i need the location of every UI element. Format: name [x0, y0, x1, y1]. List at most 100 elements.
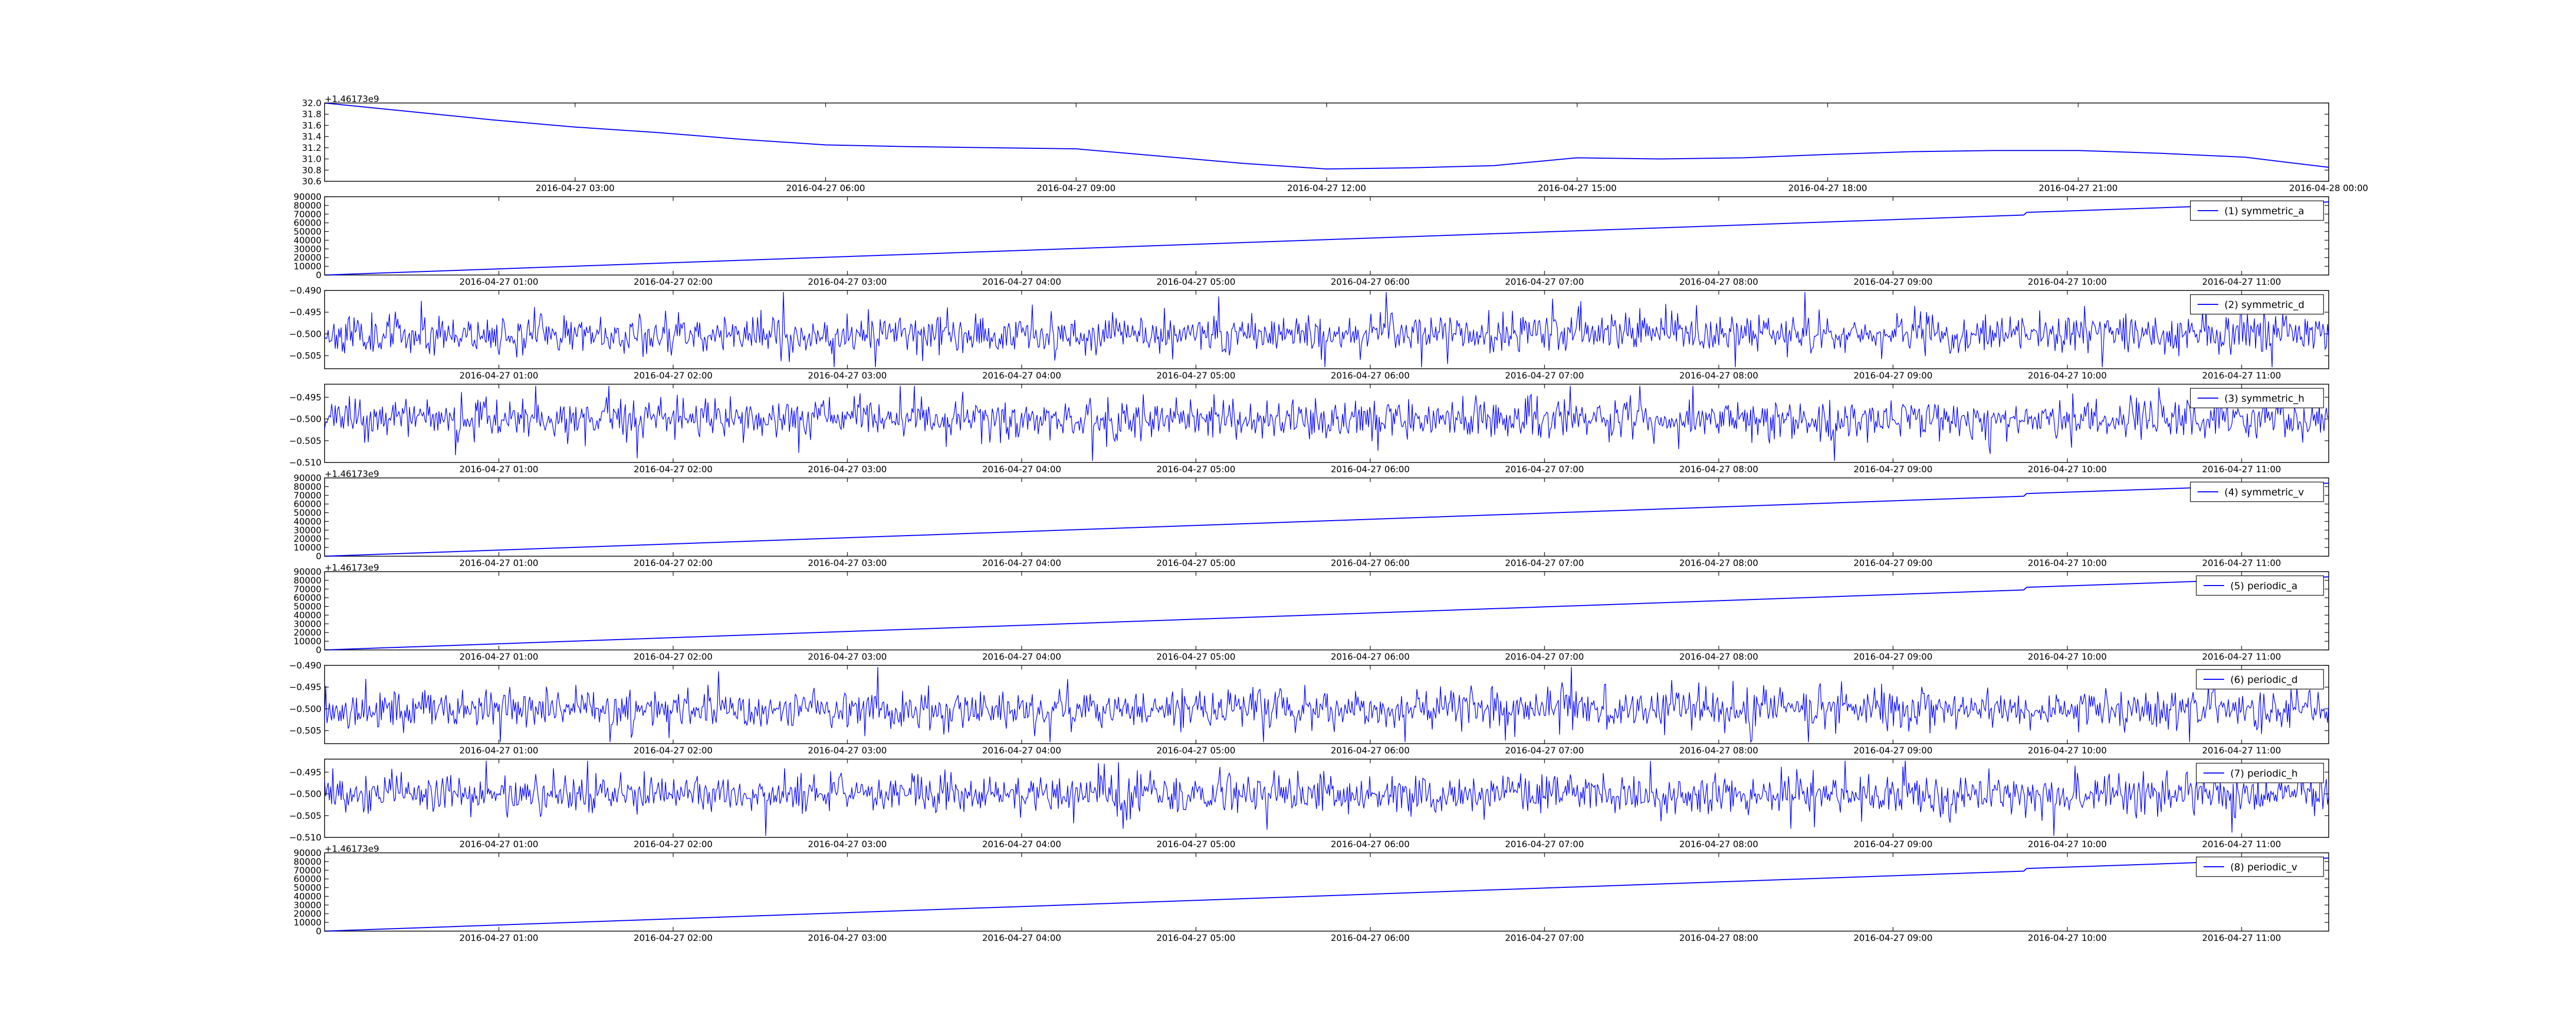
y-tick-label: 30000: [294, 525, 321, 536]
x-tick-label: 2016-04-27 11:00: [2202, 933, 2281, 943]
y-tick-label: 0: [316, 270, 321, 281]
y-tick-label: −0.505: [289, 811, 321, 821]
x-tick-label: 2016-04-27 06:00: [786, 183, 865, 194]
y-tick-label: 20000: [294, 253, 321, 263]
x-tick-label: 2016-04-27 09:00: [1854, 277, 1933, 287]
y-tick-label: 31.0: [302, 154, 321, 165]
x-tick-label: 2016-04-27 08:00: [1679, 277, 1758, 287]
y-tick-label: 40000: [294, 235, 321, 246]
x-tick-label: 2016-04-27 01:00: [460, 933, 538, 943]
panel-8: −0.510 −0.505 −0.500 −0.495 2016-04-27 01:00…: [289, 759, 2329, 850]
y-tick-label: 32.0: [302, 98, 321, 109]
series-line: [324, 760, 2329, 836]
x-tick-label: 2016-04-27 06:00: [1331, 465, 1410, 475]
x-tick-label: 2016-04-27 08:00: [1679, 371, 1758, 381]
y-tick-label: 31.4: [302, 132, 321, 142]
x-tick-label: 2016-04-27 08:00: [1679, 652, 1758, 662]
x-tick-label: 2016-04-27 03:00: [808, 371, 887, 381]
x-tick-label: 2016-04-27 06:00: [1331, 933, 1410, 943]
x-tick-label: 2016-04-27 03:00: [808, 558, 887, 569]
x-tick-label: 2016-04-27 11:00: [2202, 746, 2281, 756]
x-tick-label: 2016-04-27 02:00: [634, 371, 713, 381]
x-tick-label: 2016-04-27 12:00: [1287, 183, 1366, 194]
x-tick-label: 2016-04-27 04:00: [982, 558, 1061, 569]
legend-box: [2196, 669, 2324, 690]
x-tick-label: 2016-04-27 02:00: [634, 652, 713, 662]
y-tick-label: 20000: [294, 534, 321, 544]
y-tick-label: 30000: [294, 900, 321, 911]
x-tick-label: 2016-04-27 09:00: [1854, 465, 1933, 475]
x-tick-label: 2016-04-27 06:00: [1331, 839, 1410, 850]
y-tick-label: 50000: [294, 883, 321, 894]
series-line: [324, 576, 2329, 650]
x-tick-label: 2016-04-27 11:00: [2202, 277, 2281, 287]
x-tick-label: 2016-04-27 10:00: [2028, 371, 2107, 381]
y-tick-label: 20000: [294, 628, 321, 638]
series-line: [324, 666, 2329, 744]
y-tick-label: 40000: [294, 891, 321, 902]
plot-area: [324, 196, 2329, 276]
x-tick-label: 2016-04-27 10:00: [2028, 652, 2107, 662]
x-tick-label: 2016-04-27 11:00: [2202, 839, 2281, 850]
y-tick-label: −0.490: [289, 661, 321, 671]
x-tick-label: 2016-04-28 00:00: [2289, 183, 2368, 194]
legend-label: (5) periodic_a: [2230, 580, 2297, 592]
plot-area: [324, 102, 2329, 182]
legend-label: (3) symmetric_h: [2225, 393, 2304, 404]
plot-area: [324, 384, 2329, 463]
y-tick-label: −0.510: [289, 833, 321, 843]
x-tick-label: 2016-04-27 08:00: [1679, 746, 1758, 756]
x-tick-label: 2016-04-27 06:00: [1331, 558, 1410, 569]
y-tick-label: −0.500: [289, 415, 321, 425]
y-tick-label: 60000: [294, 500, 321, 510]
plot-area: [324, 852, 2329, 932]
x-tick-label: 2016-04-27 08:00: [1679, 933, 1758, 943]
y-tick-label: −0.505: [289, 726, 321, 736]
y-tick-label: 70000: [294, 491, 321, 501]
x-tick-label: 2016-04-27 01:00: [460, 746, 538, 756]
x-tick-label: 2016-04-27 04:00: [982, 839, 1061, 850]
panel-5: 0100002000030000400005000060000700008000…: [294, 469, 2329, 569]
x-tick-label: 2016-04-27 10:00: [2028, 839, 2107, 850]
x-tick-label: 2016-04-27 09:00: [1037, 183, 1115, 194]
series-line: [324, 201, 2329, 276]
x-tick-label: 2016-04-27 02:00: [634, 933, 713, 943]
x-tick-label: 2016-04-27 03:00: [808, 652, 887, 662]
x-tick-label: 2016-04-27 11:00: [2202, 652, 2281, 662]
legend: (8) periodic_v: [2196, 856, 2324, 877]
y-tick-label: 40000: [294, 517, 321, 527]
x-tick-label: 2016-04-27 11:00: [2202, 465, 2281, 475]
offset-label: +1.46173e9: [325, 563, 379, 573]
y-tick-label: −0.500: [289, 329, 321, 339]
x-tick-label: 2016-04-27 09:00: [1854, 558, 1933, 569]
x-tick-label: 2016-04-27 18:00: [1788, 183, 1867, 194]
y-tick-label: 0: [316, 926, 321, 937]
panel-6: 0100002000030000400005000060000700008000…: [294, 563, 2329, 662]
y-tick-label: 31.2: [302, 143, 321, 153]
x-tick-label: 2016-04-27 05:00: [1157, 933, 1235, 943]
series-line: [324, 483, 2329, 557]
legend-label: (4) symmetric_v: [2225, 487, 2304, 498]
y-tick-label: 50000: [294, 602, 321, 612]
y-tick-label: 10000: [294, 918, 321, 928]
y-tick-label: 70000: [294, 210, 321, 220]
x-tick-label: 2016-04-27 03:00: [536, 183, 615, 194]
x-tick-label: 2016-04-27 01:00: [460, 465, 538, 475]
plot-area: [324, 477, 2329, 557]
y-tick-label: −0.490: [289, 286, 321, 296]
x-tick-label: 2016-04-27 08:00: [1679, 465, 1758, 475]
panels: 30.630.831.031.231.431.631.832.0 2016-04-…: [289, 94, 2368, 943]
plot-area: [324, 290, 2329, 369]
legend-label: (2) symmetric_d: [2225, 299, 2304, 311]
legend-label: (8) periodic_v: [2230, 862, 2297, 873]
plot-area: [324, 759, 2329, 838]
x-tick-label: 2016-04-27 07:00: [1505, 371, 1584, 381]
y-tick-label: 50000: [294, 508, 321, 519]
x-tick-label: 2016-04-27 02:00: [634, 839, 713, 850]
x-tick-label: 2016-04-27 02:00: [634, 465, 713, 475]
y-tick-label: 70000: [294, 585, 321, 595]
x-tick-label: 2016-04-27 09:00: [1854, 746, 1933, 756]
y-tick-label: −0.500: [289, 789, 321, 800]
y-tick-label: −0.500: [289, 704, 321, 714]
x-tick-label: 2016-04-27 07:00: [1505, 465, 1584, 475]
